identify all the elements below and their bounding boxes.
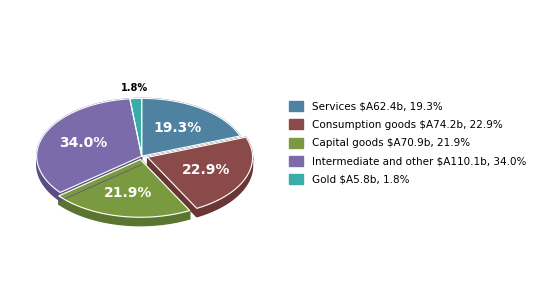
Polygon shape (59, 196, 190, 226)
Polygon shape (141, 160, 190, 219)
Polygon shape (142, 98, 240, 156)
Text: 19.3%: 19.3% (154, 121, 202, 135)
Text: 21.9%: 21.9% (104, 186, 152, 200)
Polygon shape (130, 98, 142, 156)
Legend: Services $A62.4b, 19.3%, Consumption goods $A74.2b, 22.9%, Capital goods $A70.9b: Services $A62.4b, 19.3%, Consumption goo… (289, 101, 526, 185)
Polygon shape (197, 158, 252, 217)
Polygon shape (60, 156, 142, 201)
Text: 1.8%: 1.8% (121, 83, 148, 93)
Polygon shape (148, 137, 252, 208)
Polygon shape (37, 99, 142, 192)
Polygon shape (59, 160, 190, 217)
Text: 34.0%: 34.0% (59, 136, 107, 150)
Text: 22.9%: 22.9% (182, 163, 231, 177)
Polygon shape (148, 157, 197, 217)
Polygon shape (37, 158, 60, 201)
Polygon shape (59, 160, 141, 204)
